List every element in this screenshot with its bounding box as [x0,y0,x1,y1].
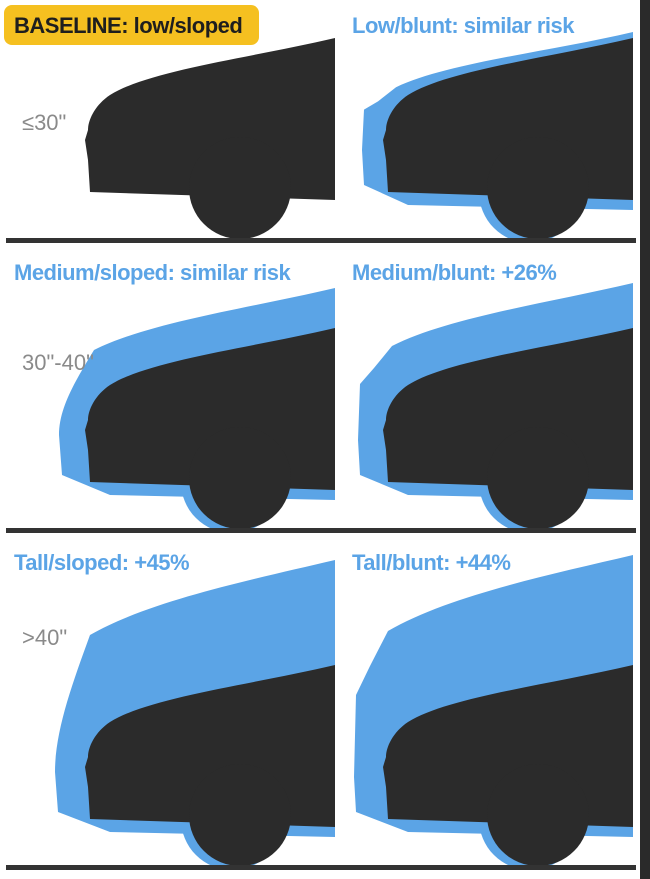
wheel [487,764,589,866]
height-label: ≤30" [22,110,66,135]
baseline-badge [4,5,259,45]
wheel [189,764,291,866]
wheel [189,427,291,529]
wheel [487,137,589,239]
panel-title: Low/blunt: similar risk [352,13,575,38]
ground-line [6,238,636,243]
height-label: >40" [22,625,67,650]
wheel [487,427,589,529]
panel-title: Medium/sloped: similar risk [14,260,292,285]
panel-title: Tall/sloped: +45% [14,550,189,575]
ground-line [6,528,636,533]
panel-title: Tall/blunt: +44% [352,550,510,575]
panel-title: Medium/blunt: +26% [352,260,556,285]
ground-line [6,865,636,870]
height-label: 30"-40" [22,350,94,375]
wheel [189,137,291,239]
panel-title: BASELINE: low/sloped [14,13,242,38]
edge [640,0,650,879]
